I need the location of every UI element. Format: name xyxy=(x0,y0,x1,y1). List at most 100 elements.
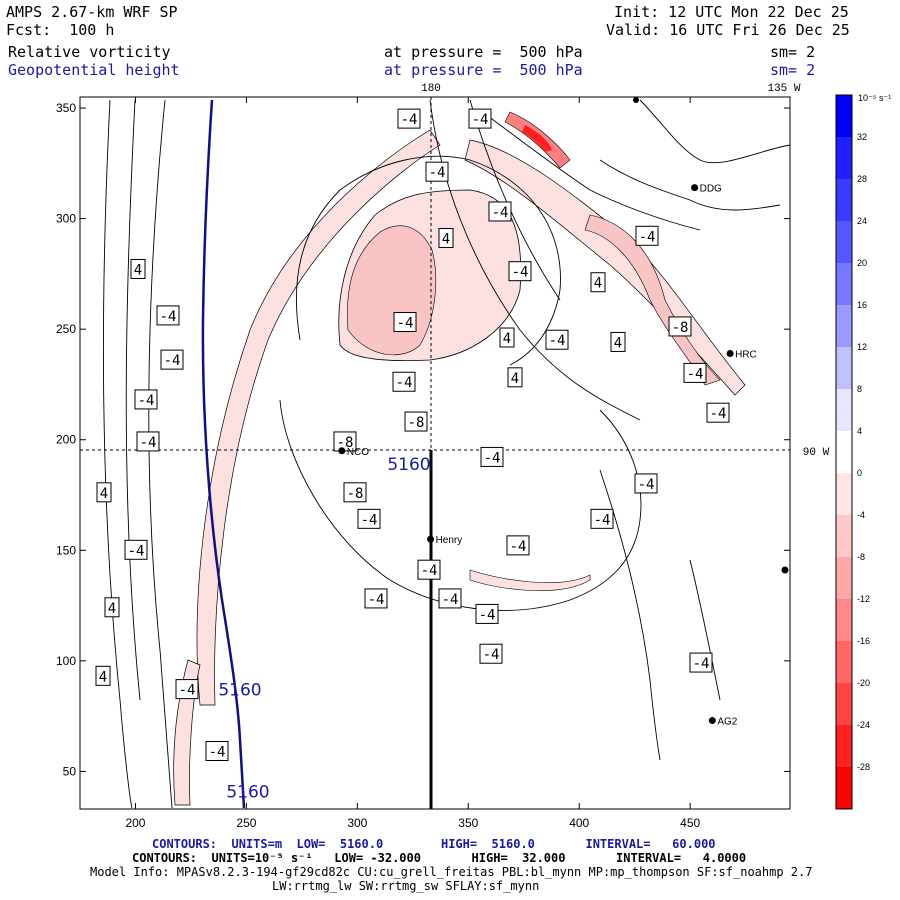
svg-text:-4: -4 xyxy=(594,512,611,528)
svg-text:-4: -4 xyxy=(479,607,496,623)
colorbar-frame xyxy=(835,94,853,810)
colorbar: 32 28 24 20 16 12 8 4 0 -4 -8 -12 -16 -20 -24 -28 xyxy=(835,94,870,810)
svg-text:4: 4 xyxy=(134,262,142,278)
vorticity-label: -4 xyxy=(392,371,416,392)
vorticity-label: -4 xyxy=(480,446,504,467)
vorticity-label: 4 xyxy=(104,597,120,618)
svg-text:-4: -4 xyxy=(179,683,196,699)
colorbar-label: -8 xyxy=(857,552,865,562)
lon-label-180: 180 xyxy=(421,83,441,95)
field2-name: Geopotential height xyxy=(8,61,180,79)
vorticity-label: -4 xyxy=(683,362,707,383)
height-label: 5160 xyxy=(226,782,269,802)
colorbar-swatch xyxy=(836,347,852,389)
colorbar-swatch xyxy=(836,557,852,599)
svg-text:4: 4 xyxy=(442,232,450,248)
vorticity-label: 4 xyxy=(590,272,606,293)
svg-text:-4: -4 xyxy=(639,229,656,245)
vorticity-label: -8 xyxy=(404,411,428,432)
station-ag2: AG2 xyxy=(708,717,738,728)
svg-text:-4: -4 xyxy=(483,647,500,663)
footer-height-contours: CONTOURS: UNITS=m LOW= 5160.0 HIGH= 5160… xyxy=(152,837,716,851)
field1-level: at pressure = 500 hPa xyxy=(384,43,583,61)
footer-model-info: Model Info: MPASv8.2.3-194-gf29cd82c CU:… xyxy=(90,865,813,879)
y-tick-label: 100 xyxy=(56,654,76,668)
vorticity-label: -4 xyxy=(393,312,417,333)
x-tick-label: 300 xyxy=(347,816,367,830)
model-title: AMPS 2.67-km WRF SP xyxy=(6,3,178,21)
station-nco: NCO xyxy=(338,447,369,458)
vorticity-label: -4 xyxy=(364,588,388,609)
colorbar-label: 20 xyxy=(857,258,867,268)
colorbar-swatch xyxy=(836,137,852,179)
x-tick-label: 400 xyxy=(569,816,589,830)
station-marker-edge xyxy=(781,566,789,574)
colorbar-label: 16 xyxy=(857,300,867,310)
svg-text:-4: -4 xyxy=(401,112,418,128)
height-label: 5160 xyxy=(218,681,261,701)
svg-text:HRC: HRC xyxy=(735,349,757,360)
vorticity-label: 4 xyxy=(507,367,523,388)
vorticity-label: -8 xyxy=(343,482,367,503)
x-tick-label: 250 xyxy=(236,816,256,830)
svg-text:-4: -4 xyxy=(442,592,459,608)
colorbar-swatch xyxy=(836,221,852,263)
svg-text:NCO: NCO xyxy=(347,447,369,458)
vorticity-label: -8 xyxy=(668,316,692,337)
vorticity-label: -8 xyxy=(333,431,357,452)
height-contours xyxy=(201,99,246,809)
colorbar-label: -16 xyxy=(857,636,870,646)
field1-smoothing: sm= 2 xyxy=(770,43,816,61)
vorticity-label: -4 xyxy=(634,473,658,494)
colorbar-label: 4 xyxy=(857,426,862,436)
vorticity-labels: 4-4-4-4-44-444-4-4-4 -4-4-44-44-4-84 -4 44-… xyxy=(95,108,730,762)
svg-text:4: 4 xyxy=(614,335,622,351)
vorticity-label: -4 xyxy=(475,603,499,624)
y-tick-label: 50 xyxy=(63,764,77,778)
y-tick-label: 150 xyxy=(56,543,76,557)
svg-text:-4: -4 xyxy=(361,512,378,528)
colorbar-label: 8 xyxy=(857,384,862,394)
colorbar-swatch xyxy=(836,641,852,683)
field1-name: Relative vorticity xyxy=(8,43,171,61)
vorticity-label: -4 xyxy=(468,108,492,129)
y-tick-label: 350 xyxy=(56,101,76,115)
svg-text:-4: -4 xyxy=(549,333,566,349)
svg-text:-4: -4 xyxy=(472,112,489,128)
valid-time: Valid: 16 UTC Fri 26 Dec 25 xyxy=(606,21,850,39)
svg-text:-8: -8 xyxy=(337,435,354,451)
height-labels: 5160 5160 5160 xyxy=(218,455,430,802)
stations: NCO Henry HRC DDG AG2 xyxy=(338,97,789,728)
init-time: Init: 12 UTC Mon 22 Dec 25 xyxy=(614,3,849,21)
colorbar-swatch xyxy=(836,95,852,137)
svg-text:-4: -4 xyxy=(510,539,527,555)
colorbar-label: -20 xyxy=(857,678,870,688)
svg-text:-4: -4 xyxy=(164,353,181,369)
station-henry: Henry xyxy=(427,535,462,546)
svg-text:AG2: AG2 xyxy=(717,717,737,728)
svg-text:4: 4 xyxy=(99,669,107,685)
vorticity-label: -4 xyxy=(175,679,199,700)
svg-text:-4: -4 xyxy=(160,309,177,325)
colorbar-swatch xyxy=(836,473,852,515)
colorbar-swatch xyxy=(836,767,852,809)
footer-vorticity-contours: CONTOURS: UNITS=10⁻⁵ s⁻¹ LOW= -32.000 HI… xyxy=(132,851,747,865)
forecast-hour: Fcst: 100 h xyxy=(6,21,115,39)
y-tick-label: 300 xyxy=(56,212,76,226)
colorbar-swatch xyxy=(836,599,852,641)
vorticity-label: -4 xyxy=(689,652,713,673)
colorbar-unit: 10⁻⁵ s⁻¹ xyxy=(858,93,891,103)
vorticity-label: 4 xyxy=(130,258,146,279)
svg-text:-4: -4 xyxy=(484,450,501,466)
height-label: 5160 xyxy=(387,455,430,475)
vorticity-label: 4 xyxy=(499,327,515,348)
colorbar-swatch xyxy=(836,263,852,305)
colorbar-swatch xyxy=(836,179,852,221)
field2-level: at pressure = 500 hPa xyxy=(384,61,583,79)
vorticity-label: -4 xyxy=(488,201,512,222)
svg-text:-4: -4 xyxy=(140,435,157,451)
svg-text:-4: -4 xyxy=(512,265,529,281)
svg-text:-4: -4 xyxy=(687,366,704,382)
colorbar-swatch xyxy=(836,515,852,557)
